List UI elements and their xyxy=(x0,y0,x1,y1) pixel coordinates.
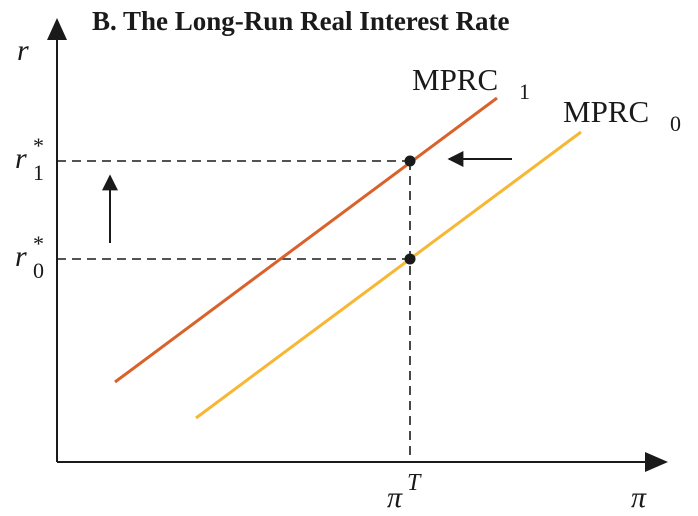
r1-star-sup: * xyxy=(33,133,44,158)
mprc0-label-sub: 0 xyxy=(670,111,681,136)
diagram-title: B. The Long-Run Real Interest Rate xyxy=(92,6,510,36)
y-axis-arrowhead xyxy=(47,18,67,40)
mprc0-label: MPRC xyxy=(563,94,649,129)
mprc1-label: MPRC xyxy=(412,62,498,97)
r1-star-base: r xyxy=(15,142,27,175)
r0-star-base: r xyxy=(15,240,27,273)
x-axis-arrowhead xyxy=(645,452,668,472)
mprc1-label-sub: 1 xyxy=(519,79,530,104)
mprc0-curve xyxy=(195,130,582,420)
mprc1-curve xyxy=(114,96,498,384)
equilibrium-point-0 xyxy=(404,253,416,265)
pi-T-base: π xyxy=(387,481,403,514)
r0-star-sub: 0 xyxy=(33,258,44,283)
equilibrium-point-1 xyxy=(404,155,416,167)
r0-star-sup: * xyxy=(33,231,44,256)
r1-star-sub: 1 xyxy=(33,160,44,185)
pi-T-sup: T xyxy=(407,470,422,496)
y-axis-label: r xyxy=(17,34,29,67)
x-axis-label: π xyxy=(631,481,647,514)
